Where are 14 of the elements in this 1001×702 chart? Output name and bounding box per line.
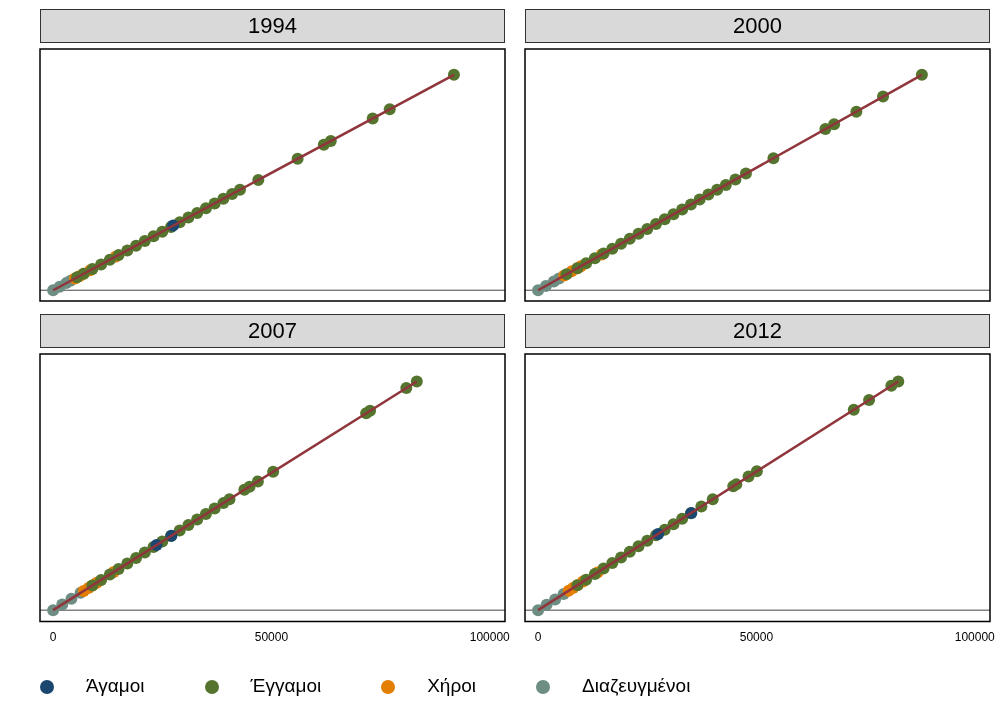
x-tick-label: 0 — [49, 630, 57, 645]
x-tick-label: 100000 — [954, 630, 996, 645]
chart-title: 1994 — [40, 9, 505, 43]
legend-label: Έγγαμοι — [249, 675, 322, 697]
x-tick-label: 50000 — [739, 630, 774, 645]
chart-title: 2007 — [40, 314, 505, 348]
legend-label: Άγαμοι — [85, 675, 145, 697]
chart-title: 2000 — [525, 9, 990, 43]
chart-title: 2012 — [525, 314, 990, 348]
x-tick-label: 50000 — [254, 630, 289, 645]
x-tick-label: 0 — [534, 630, 542, 645]
x-tick-label: 100000 — [469, 630, 511, 645]
legend-label: Διαζευγμένοι — [581, 675, 691, 697]
legend-label: Χήροι — [426, 675, 477, 697]
